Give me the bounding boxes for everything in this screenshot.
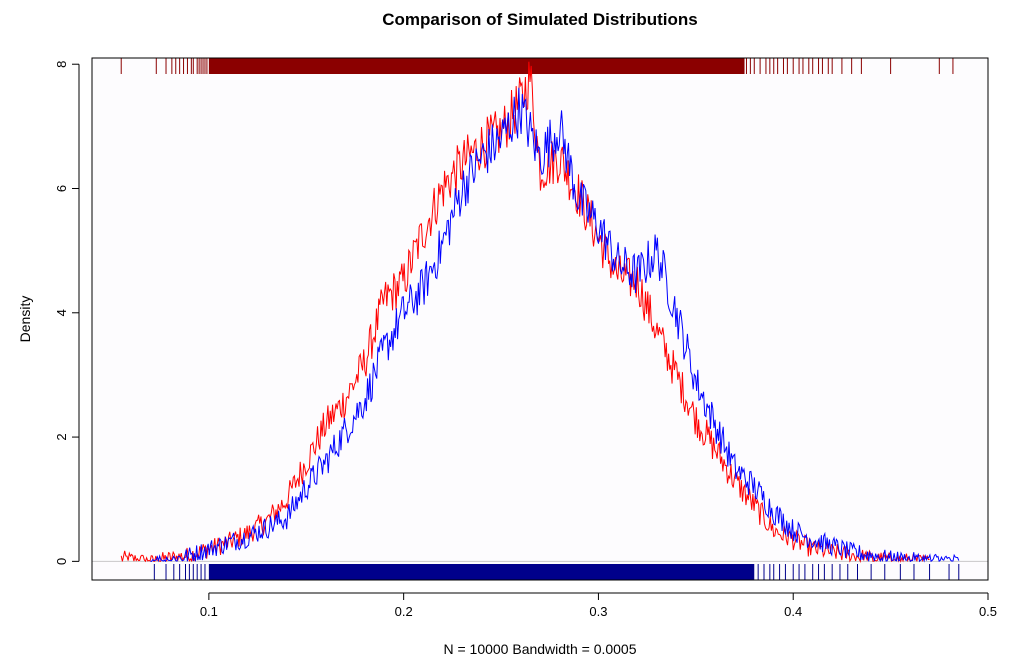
series-red-line [120,61,930,563]
y-tick-label: 2 [54,433,69,440]
rug-bottom-dense-band [208,564,755,580]
chart-title: Comparison of Simulated Distributions [382,10,697,29]
plot-frame [91,57,989,581]
rug-layer [120,58,960,580]
rug-bottom [153,564,960,580]
y-tick-label: 6 [54,185,69,192]
plot-background [92,58,988,580]
x-tick-label: 0.4 [784,604,802,619]
x-axis-label: N = 10000 Bandwidth = 0.0005 [443,641,636,657]
y-tick-label: 0 [54,558,69,565]
y-tick-label: 8 [54,61,69,68]
y-axis-label: Density [17,296,33,343]
series-blue-line [150,87,960,563]
x-axis: 0.1 0.2 0.3 0.4 0.5 [200,592,997,619]
rug-top [120,58,954,74]
x-tick-label: 0.1 [200,604,218,619]
series-layer [120,61,960,563]
x-tick-label: 0.2 [395,604,413,619]
x-tick-label: 0.3 [589,604,607,619]
y-axis: 0 2 4 6 8 [54,61,80,565]
y-tick-label: 4 [54,309,69,316]
x-tick-label: 0.5 [979,604,997,619]
rug-top-dense-band [208,58,745,74]
